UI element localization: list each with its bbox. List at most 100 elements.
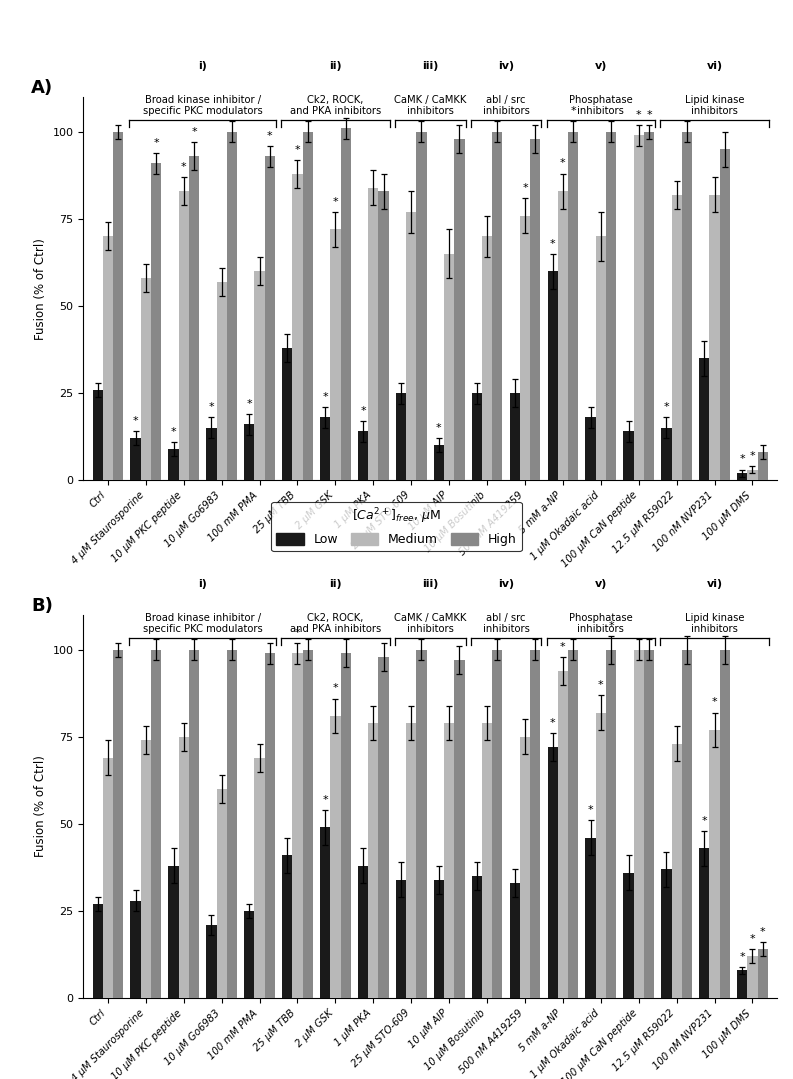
- Bar: [444, 723, 454, 998]
- Bar: [293, 654, 303, 998]
- Text: *: *: [153, 138, 159, 148]
- Bar: [568, 650, 578, 998]
- Text: Lipid kinase
inhibitors: Lipid kinase inhibitors: [685, 95, 745, 117]
- Text: *: *: [760, 927, 765, 938]
- Bar: [644, 650, 654, 998]
- Text: abl / src
inhibitors: abl / src inhibitors: [483, 613, 530, 634]
- Bar: [103, 236, 113, 480]
- Text: *: *: [749, 451, 755, 461]
- Bar: [131, 901, 140, 998]
- Text: *: *: [608, 620, 614, 631]
- Bar: [757, 452, 768, 480]
- Bar: [757, 950, 768, 998]
- Bar: [168, 865, 178, 998]
- Text: *: *: [702, 816, 707, 825]
- Bar: [168, 449, 178, 480]
- Bar: [682, 132, 692, 480]
- Bar: [737, 474, 747, 480]
- Bar: [113, 132, 123, 480]
- Bar: [416, 132, 427, 480]
- Bar: [672, 194, 682, 480]
- Text: *: *: [132, 416, 139, 426]
- Bar: [661, 870, 672, 998]
- Text: *: *: [247, 399, 252, 409]
- Bar: [178, 191, 189, 480]
- Bar: [189, 650, 199, 998]
- Bar: [710, 730, 720, 998]
- Bar: [444, 254, 454, 480]
- Bar: [454, 139, 465, 480]
- Bar: [547, 748, 557, 998]
- Text: iv): iv): [498, 579, 514, 589]
- Bar: [358, 432, 368, 480]
- Bar: [265, 156, 275, 480]
- Text: *: *: [170, 426, 176, 437]
- Bar: [303, 132, 313, 480]
- Bar: [93, 904, 103, 998]
- Bar: [368, 188, 378, 480]
- Bar: [293, 174, 303, 480]
- Bar: [216, 789, 227, 998]
- Bar: [416, 650, 427, 998]
- Text: *: *: [739, 454, 745, 464]
- Bar: [331, 716, 340, 998]
- Bar: [510, 393, 520, 480]
- Text: *: *: [332, 196, 339, 207]
- Text: *: *: [360, 406, 366, 415]
- Bar: [396, 393, 406, 480]
- Bar: [227, 650, 237, 998]
- Bar: [720, 650, 730, 998]
- Bar: [151, 650, 161, 998]
- Bar: [93, 390, 103, 480]
- Bar: [244, 424, 255, 480]
- Bar: [699, 848, 710, 998]
- Bar: [623, 432, 634, 480]
- Bar: [216, 282, 227, 480]
- Text: *: *: [712, 697, 718, 708]
- Bar: [140, 740, 151, 998]
- Bar: [520, 216, 530, 480]
- Bar: [227, 132, 237, 480]
- Bar: [596, 236, 606, 480]
- Bar: [282, 856, 293, 998]
- Text: ii): ii): [329, 579, 342, 589]
- Bar: [568, 132, 578, 480]
- Text: Phosphatase
inhibitors: Phosphatase inhibitors: [569, 613, 633, 634]
- Bar: [282, 347, 293, 480]
- Bar: [378, 191, 389, 480]
- Text: v): v): [595, 62, 607, 71]
- Bar: [530, 139, 540, 480]
- Bar: [644, 132, 654, 480]
- Bar: [672, 743, 682, 998]
- Text: Ck2, ROCK,
and PKA inhibitors: Ck2, ROCK, and PKA inhibitors: [289, 95, 381, 117]
- Bar: [747, 956, 757, 998]
- Text: *: *: [560, 159, 565, 168]
- Text: Broad kinase inhibitor /
specific PKC modulators: Broad kinase inhibitor / specific PKC mo…: [143, 95, 262, 117]
- Y-axis label: Fusion (% of Ctrl): Fusion (% of Ctrl): [34, 755, 47, 858]
- Bar: [482, 723, 492, 998]
- Bar: [747, 469, 757, 480]
- Bar: [606, 132, 616, 480]
- Bar: [255, 271, 265, 480]
- Text: B): B): [31, 597, 53, 615]
- Bar: [358, 865, 368, 998]
- Text: iii): iii): [422, 62, 439, 71]
- Text: *: *: [749, 934, 755, 944]
- Y-axis label: Fusion (% of Ctrl): Fusion (% of Ctrl): [34, 237, 47, 340]
- Bar: [454, 660, 465, 998]
- Bar: [634, 136, 644, 480]
- Text: *: *: [209, 402, 214, 412]
- Text: *: *: [646, 110, 652, 120]
- Text: *: *: [739, 952, 745, 961]
- Bar: [737, 970, 747, 998]
- Text: *: *: [267, 131, 273, 140]
- Bar: [340, 128, 351, 480]
- Text: ii): ii): [329, 62, 342, 71]
- Text: Lipid kinase
inhibitors: Lipid kinase inhibitors: [685, 613, 745, 634]
- Text: *: *: [323, 795, 328, 805]
- Bar: [547, 271, 557, 480]
- Bar: [151, 163, 161, 480]
- Bar: [557, 191, 568, 480]
- Text: Phosphatase
inhibitors: Phosphatase inhibitors: [569, 95, 633, 117]
- Bar: [320, 418, 331, 480]
